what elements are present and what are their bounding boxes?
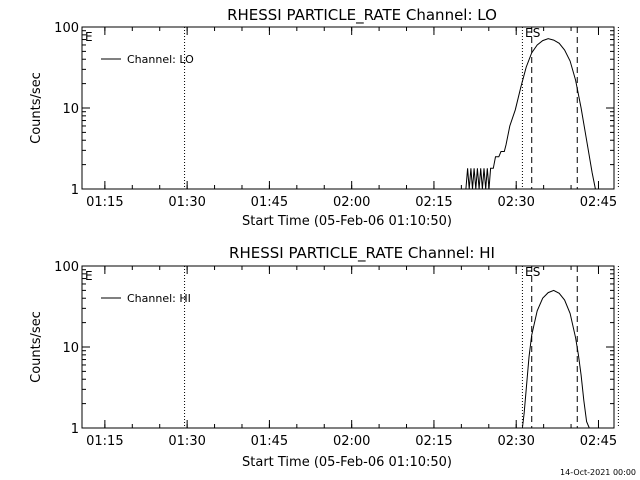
- x-tick-label: 02:45: [580, 434, 617, 449]
- x-axis-label: Start Time (05-Feb-06 01:10:50): [242, 214, 452, 229]
- y-tick-label: 1: [71, 183, 79, 198]
- legend-label: Channel: LO: [127, 53, 194, 66]
- y-tick-label: 1: [71, 422, 79, 437]
- x-tick-label: 01:15: [86, 434, 123, 449]
- y-tick-label: 10: [62, 102, 79, 117]
- marker-label: S: [533, 26, 541, 40]
- x-tick-label: 01:30: [168, 434, 205, 449]
- footer-timestamp: 14-Oct-2021 00:00: [560, 468, 636, 477]
- y-tick-label: 100: [54, 21, 79, 36]
- x-tick-label: 02:30: [497, 195, 534, 210]
- x-tick-label: 02:30: [497, 434, 534, 449]
- y-tick-label: 10: [62, 341, 79, 356]
- x-tick-label: 02:45: [580, 195, 617, 210]
- chart-title: RHESSI PARTICLE_RATE Channel: LO: [227, 6, 497, 25]
- x-tick-label: 01:45: [251, 434, 288, 449]
- y-tick-label: 100: [54, 260, 79, 275]
- marker-label: E: [525, 265, 533, 279]
- x-tick-label: 02:00: [333, 434, 370, 449]
- marker-label: S: [533, 265, 541, 279]
- x-tick-label: 01:30: [168, 195, 205, 210]
- x-tick-label: 01:15: [86, 195, 123, 210]
- chart-title: RHESSI PARTICLE_RATE Channel: HI: [229, 244, 495, 263]
- x-tick-label: 02:15: [415, 195, 452, 210]
- chart-panel-lo: RHESSI PARTICLE_RATE Channel: LO Counts/…: [29, 6, 619, 229]
- y-axis-label: Counts/sec: [29, 311, 44, 383]
- x-tick-label: 02:15: [415, 434, 452, 449]
- x-tick-label: 01:45: [251, 195, 288, 210]
- series-line: [521, 289, 590, 429]
- x-tick-label: 02:00: [333, 195, 370, 210]
- plot-frame: [81, 265, 615, 429]
- legend-corner-mark: E: [85, 269, 93, 283]
- y-axis-label: Counts/sec: [29, 72, 44, 144]
- plot-frame: [81, 26, 615, 190]
- legend-label: Channel: HI: [127, 292, 191, 305]
- x-axis-label: Start Time (05-Feb-06 01:10:50): [242, 455, 452, 470]
- legend-corner-mark: E: [85, 30, 93, 44]
- chart-panel-hi: RHESSI PARTICLE_RATE Channel: HI Counts/…: [29, 244, 619, 470]
- series-line: [465, 38, 596, 190]
- marker-label: E: [525, 26, 533, 40]
